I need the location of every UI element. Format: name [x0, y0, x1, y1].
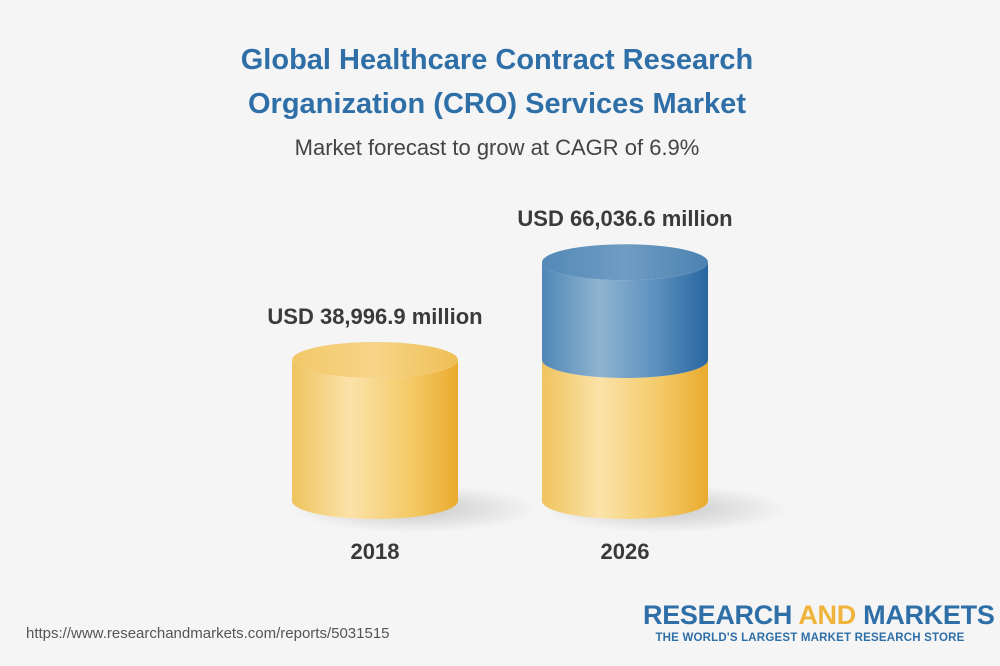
brand-name: RESEARCH AND MARKETS [643, 600, 995, 630]
category-label-2018: 2018 [351, 539, 400, 564]
brand-name-markets: MARKETS [855, 600, 995, 630]
bar-2026-top [542, 244, 708, 281]
chart-title-line-1: Global Healthcare Contract Research [240, 44, 754, 76]
data-label-2026: USD 66,036.6 million [517, 206, 732, 231]
chart-title: Global Healthcare Contract Research Orga… [0, 38, 994, 126]
bar-2018-base [292, 360, 458, 519]
brand-name-research: RESEARCH [643, 600, 799, 630]
category-label-2026: 2026 [601, 539, 650, 564]
bar-2026-base [542, 360, 708, 519]
brand-name-and: AND [798, 600, 856, 630]
brand-tagline: THE WORLD'S LARGEST MARKET RESEARCH STOR… [655, 632, 965, 644]
data-label-2018: USD 38,996.9 million [267, 304, 482, 329]
report-url[interactable]: https://www.researchandmarkets.com/repor… [26, 625, 390, 642]
bar-2018-top [292, 342, 458, 378]
chart-subtitle: Market forecast to grow at CAGR of 6.9% [294, 135, 700, 160]
chart-title-line-2: Organization (CRO) Services Market [248, 88, 746, 120]
brand-logo: RESEARCH AND MARKETS THE WORLD'S LARGEST… [643, 600, 995, 646]
bar-2026-growth [542, 262, 708, 378]
